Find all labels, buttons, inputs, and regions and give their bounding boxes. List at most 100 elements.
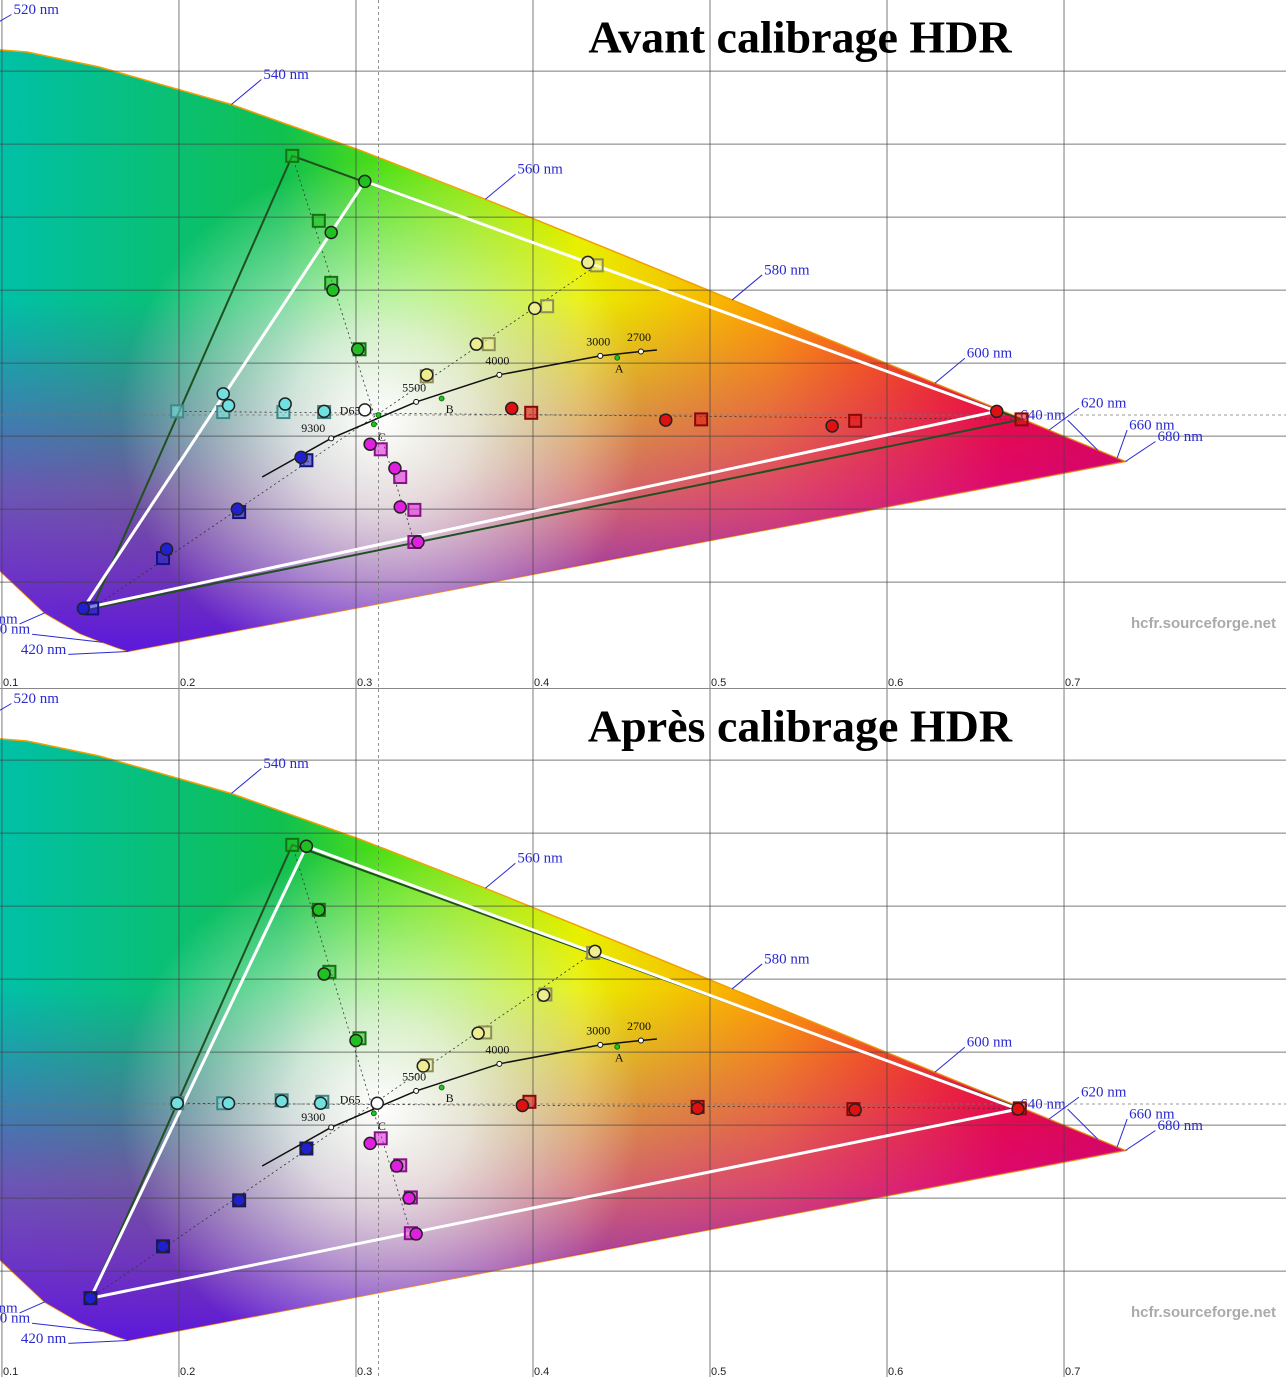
wavelength-label: 660 nm	[1129, 1106, 1175, 1122]
x-tick-label: 0.5	[711, 677, 726, 689]
measured-point	[409, 1227, 423, 1241]
cct-label: 3000	[586, 1024, 610, 1038]
illuminant-point	[375, 412, 382, 418]
measured-point	[324, 225, 338, 240]
wavelength-label: 420 nm	[21, 1331, 67, 1347]
x-tick-label: 0.5	[711, 1366, 726, 1378]
wavelength-leader	[1067, 419, 1099, 451]
wavelength-label: 620 nm	[1081, 396, 1127, 412]
x-tick-label: 0.2	[180, 1366, 195, 1378]
target-point	[373, 442, 388, 457]
wavelength-label: 640 nm	[1020, 408, 1066, 424]
cct-label: 3000	[586, 335, 610, 349]
target-point	[285, 148, 300, 163]
wavelength-label: 660 nm	[1129, 417, 1175, 433]
target-point	[311, 213, 326, 228]
wavelength-label: 560 nm	[517, 851, 563, 867]
wavelength-label: 540 nm	[263, 756, 309, 772]
wavelength-label: 680 nm	[1157, 1118, 1203, 1134]
target-point	[848, 413, 863, 428]
cct-label: 2700	[627, 1019, 651, 1033]
wavelength-label: nm	[0, 611, 18, 627]
measured-point	[349, 1033, 363, 1048]
cct-label: 9300	[301, 1110, 325, 1124]
wavelength-label: 620 nm	[1081, 1085, 1127, 1101]
cct-label: 2700	[627, 330, 651, 344]
x-tick-label: 0.1	[3, 677, 18, 689]
target-point	[170, 404, 185, 419]
saturation-line	[90, 952, 594, 1299]
plot: 0.1 0.2 0.3 0.4 0.5 0.6 0.7 520 nm 540 nm 560 nm 5…	[0, 689, 1286, 1378]
panel: 0.1 0.2 0.3 0.4 0.5 0.6 0.7 520 nm 540 nm 560 nm 5…	[0, 0, 1286, 689]
cct-label: 5500	[402, 1070, 426, 1084]
cct-point	[413, 398, 420, 405]
wavelength-leader	[231, 768, 262, 794]
cct-point	[597, 352, 604, 359]
watermark: hcfr.sourceforge.net	[1131, 615, 1276, 632]
wavelength-leader	[1067, 1108, 1099, 1140]
measured-point	[278, 397, 292, 411]
measured-point	[170, 1096, 184, 1111]
cct-point	[597, 1041, 604, 1048]
cct-point	[496, 371, 503, 378]
cct-label: 9300	[301, 421, 325, 435]
wavelength-label: 600 nm	[967, 1035, 1013, 1051]
target-point	[524, 405, 539, 420]
cct-point	[496, 1060, 503, 1067]
wavelength-leader	[731, 274, 763, 301]
x-tick-label: 0.6	[888, 677, 903, 689]
illuminant-point	[438, 395, 445, 402]
wavelength-leader	[1116, 429, 1128, 459]
target-point	[481, 337, 496, 352]
measured-point	[294, 450, 308, 465]
wavelength-leader	[1125, 441, 1156, 462]
measured-point	[83, 1291, 98, 1305]
wavelength-leader	[32, 1322, 103, 1332]
target-point	[407, 502, 422, 517]
wavelength-leader	[68, 650, 129, 655]
measured-point	[317, 404, 331, 419]
wavelength-label: 520 nm	[13, 691, 59, 707]
wavelength-leader	[731, 963, 763, 990]
chart-title: Après calibrage HDR	[588, 701, 1013, 752]
target-point	[540, 299, 555, 314]
measured-point	[326, 283, 340, 297]
measured-point	[420, 368, 434, 382]
x-tick-label: 0.4	[534, 1366, 549, 1378]
x-tick-label: 0.7	[1065, 1366, 1080, 1378]
illuminant-label: C	[378, 1119, 386, 1133]
wavelength-leader	[1048, 1096, 1080, 1120]
measured-point	[313, 1096, 328, 1111]
measured-point	[274, 1094, 289, 1108]
target-point	[373, 1131, 388, 1146]
chart-title: Avant calibrage HDR	[588, 12, 1012, 63]
target-point	[694, 412, 709, 427]
measured-point	[389, 1159, 404, 1173]
cct-label: 5500	[402, 381, 426, 395]
wavelength-leader	[32, 633, 103, 643]
measured-point	[469, 337, 484, 351]
wavelength-leader	[485, 862, 516, 889]
wavelength-label: 640 nm	[1020, 1097, 1066, 1113]
illuminant-point	[614, 1043, 621, 1050]
wavelength-leader	[485, 173, 516, 200]
wavelength-label: nm	[0, 1300, 18, 1316]
locus-white	[0, 738, 1126, 1341]
wavelength-leader	[231, 79, 262, 105]
wavelength-leader	[0, 703, 12, 711]
wavelength-leader	[1048, 407, 1080, 431]
measured-point	[581, 255, 595, 270]
measured-gamut	[87, 844, 1024, 1301]
illuminant-label: D65	[340, 1093, 361, 1107]
measured-point	[690, 1101, 705, 1116]
measured-point	[393, 500, 407, 514]
x-tick-label: 0.3	[357, 1366, 372, 1378]
wavelength-label: 0 nm	[0, 622, 30, 638]
measured-point	[658, 413, 673, 427]
measured-point	[528, 301, 542, 316]
measured-point	[232, 1193, 246, 1208]
panel: 0.1 0.2 0.3 0.4 0.5 0.6 0.7 520 nm 540 nm 560 nm 5…	[0, 689, 1286, 1378]
illuminant-label: A	[615, 1051, 624, 1065]
measured-point	[312, 903, 326, 917]
measured-point	[825, 419, 839, 433]
